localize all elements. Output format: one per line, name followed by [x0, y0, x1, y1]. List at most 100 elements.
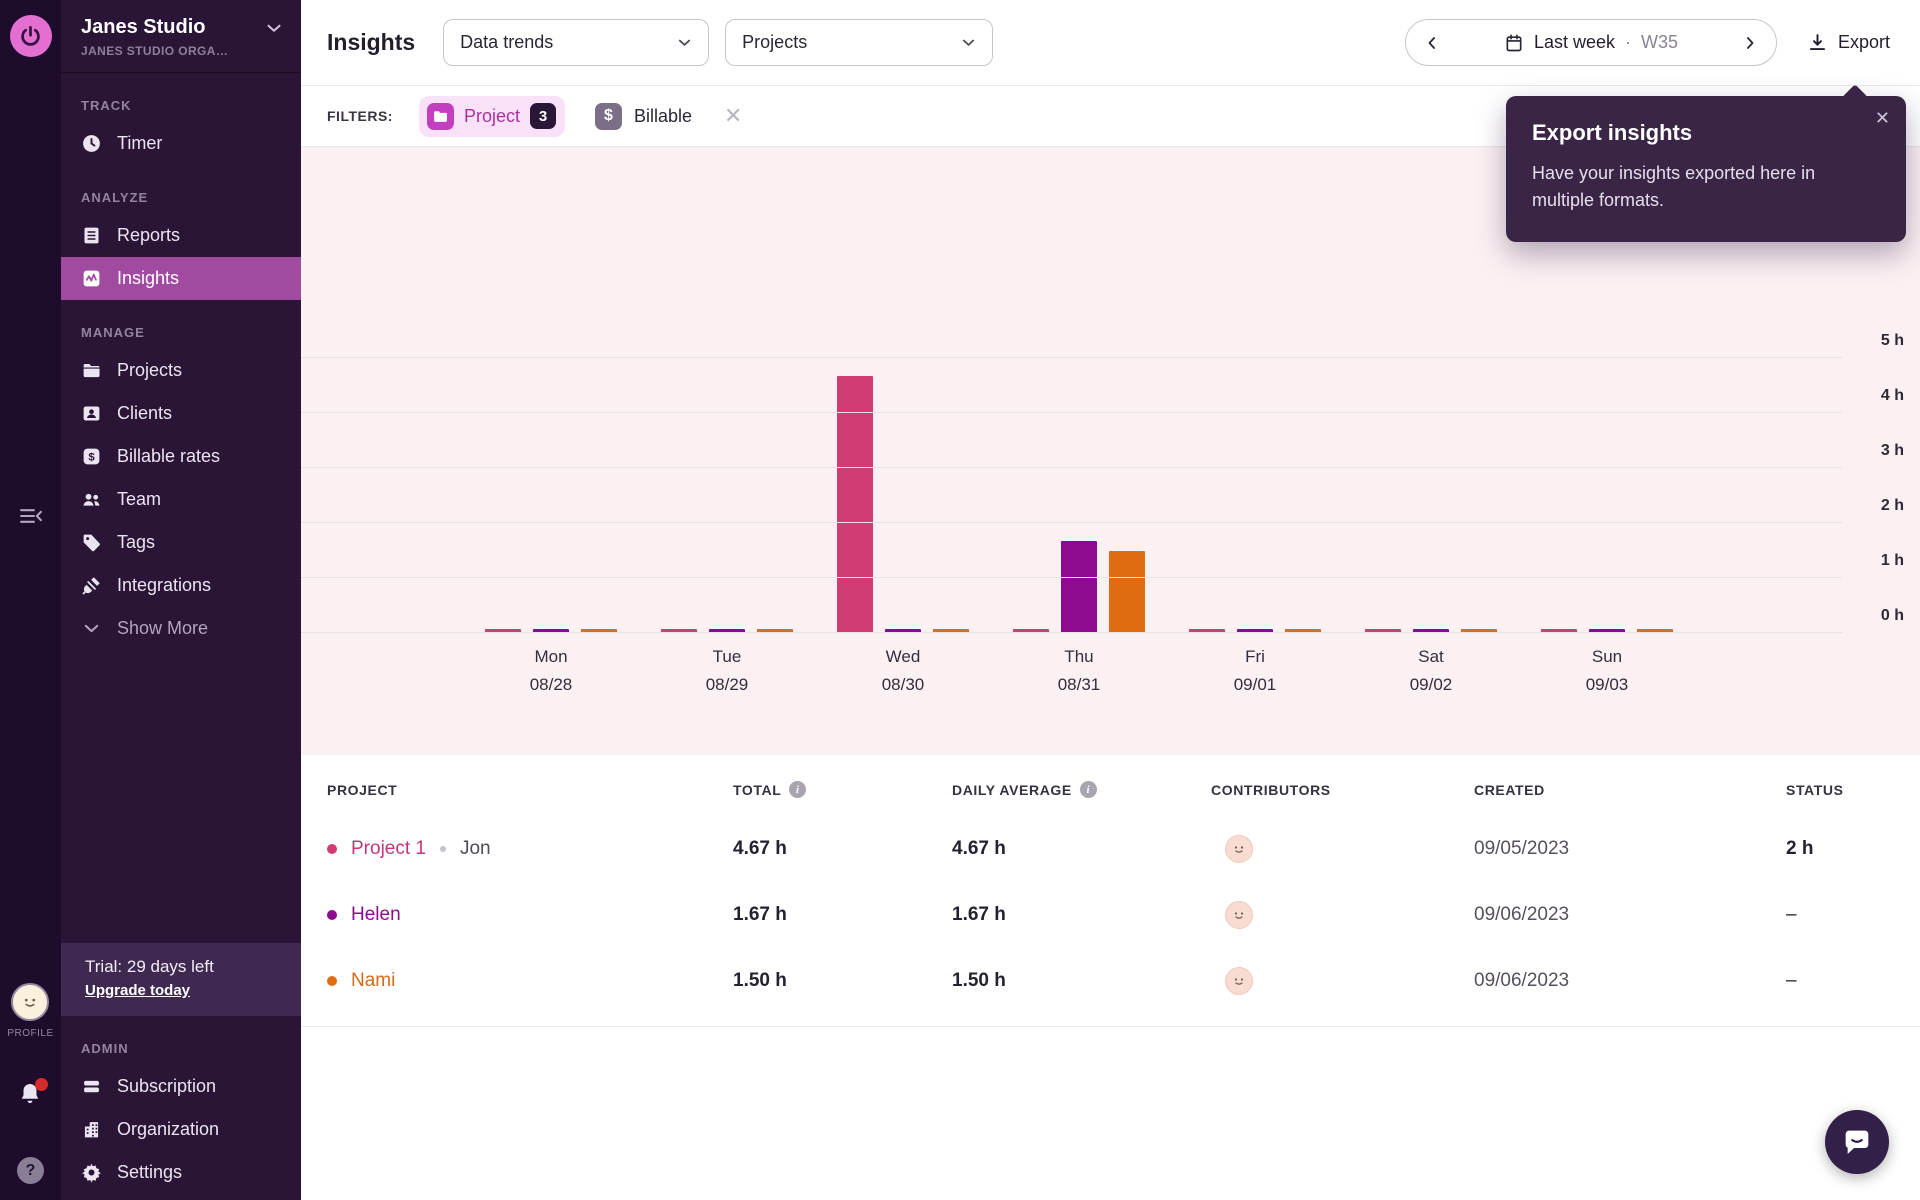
profile-avatar[interactable]	[11, 983, 50, 1021]
bar-nami-wed	[933, 629, 969, 633]
x-tick-label: Mon 08/28	[529, 647, 573, 694]
filter-chip-project[interactable]: Project 3	[418, 95, 565, 137]
sidebar-admin-items: Subscription Organization Settings	[61, 1065, 301, 1194]
column-label: STATUS	[1786, 781, 1844, 798]
cell-contributors	[1211, 901, 1474, 929]
reports-icon	[81, 225, 102, 246]
section-label-admin: ADMIN	[81, 1041, 129, 1056]
sidebar-item-tags[interactable]: Tags	[61, 521, 301, 564]
clear-filters-icon[interactable]: ✕	[724, 103, 743, 128]
cell-contributors	[1211, 967, 1474, 995]
folder-icon	[81, 360, 102, 381]
bar-helen-sat	[1413, 629, 1449, 633]
project-color-dot	[327, 844, 337, 854]
cell-status: 2 h	[1786, 838, 1814, 859]
bar-project-1-mon	[485, 629, 521, 633]
workspace-name: Janes Studio	[81, 16, 206, 38]
chart-day-group-tue: Tue 08/29	[639, 333, 815, 694]
trial-text: Trial: 29 days left	[85, 957, 214, 976]
column-label: DAILY AVERAGE	[952, 781, 1072, 798]
bar-helen-sun	[1589, 629, 1625, 633]
notifications-bell-icon[interactable]	[17, 1078, 49, 1107]
trial-banner: Trial: 29 days left Upgrade today	[61, 943, 301, 1016]
sidebar-item-subscription[interactable]: Subscription	[61, 1065, 301, 1108]
gridline	[301, 522, 1842, 523]
bar-project-1-sat	[1365, 629, 1401, 633]
filter-chip-count: 3	[530, 103, 556, 129]
svg-text:$: $	[88, 452, 95, 464]
cell-project: Project 1 Jon	[327, 838, 733, 860]
chat-button[interactable]	[1825, 1110, 1889, 1174]
table-row: Project 1 Jon 4.67 h 4.67 h 09/05/2023 2 h	[301, 816, 1920, 882]
gridline	[301, 632, 1842, 633]
filters-label: FILTERS:	[327, 108, 393, 124]
projects-dropdown[interactable]: Projects	[725, 19, 994, 66]
chart-day-group-sun: Sun 09/03	[1519, 333, 1695, 694]
dot-separator	[439, 846, 446, 852]
building-icon	[81, 1119, 102, 1140]
sidebar-item-label: Billable rates	[117, 446, 221, 466]
workspace-switcher[interactable]: Janes Studio JANES STUDIO ORGA…	[61, 0, 301, 73]
y-tick-label: 2 h	[1880, 497, 1904, 514]
sidebar-item-billable-rates[interactable]: $ Billable rates	[61, 435, 301, 478]
sidebar-item-label: Insights	[117, 268, 180, 288]
table-row: Nami 1.50 h 1.50 h 09/06/2023 –	[301, 948, 1920, 1014]
bar-nami-tue	[757, 629, 793, 633]
sidebar-item-label: Clients	[117, 403, 173, 423]
column-label: CONTRIBUTORS	[1211, 781, 1331, 798]
chart-day-group-fri: Fri 09/01	[1167, 333, 1343, 694]
sidebar-item-show-more[interactable]: Show More	[61, 607, 301, 650]
sidebar-item-reports[interactable]: Reports	[61, 214, 301, 257]
cell-daily-average: 1.50 h	[952, 970, 1006, 991]
column-header-daily-average: DAILY AVERAGE i	[952, 781, 1211, 798]
filter-chip-billable[interactable]: $ Billable	[595, 102, 692, 130]
collapse-sidebar-icon[interactable]	[17, 502, 45, 530]
cell-total: 4.67 h	[733, 838, 787, 859]
date-range-label[interactable]: Last week · W35	[1442, 32, 1740, 53]
cell-project: Nami	[327, 970, 733, 992]
column-header-total: TOTAL i	[733, 781, 952, 798]
bar-nami-sun	[1637, 629, 1673, 633]
project-name[interactable]: Helen	[351, 904, 401, 925]
upgrade-link[interactable]: Upgrade today	[85, 982, 191, 999]
contributor-avatar	[1225, 835, 1253, 863]
project-name[interactable]: Project 1	[351, 838, 426, 859]
profile-label: PROFILE	[7, 1028, 54, 1039]
bar-nami-mon	[581, 629, 617, 633]
sidebar: Janes Studio JANES STUDIO ORGA… TRACK Tim…	[61, 0, 301, 1200]
app-logo[interactable]	[9, 15, 52, 57]
sidebar-item-integrations[interactable]: Integrations	[61, 564, 301, 607]
cell-created: 09/06/2023	[1474, 970, 1570, 991]
table-row: Helen 1.67 h 1.67 h 09/06/2023 –	[301, 882, 1920, 948]
chevron-down-icon	[959, 33, 978, 52]
column-label: PROJECT	[327, 781, 398, 798]
column-header-created: CREATED	[1474, 782, 1786, 798]
bar-helen-tue	[709, 629, 745, 633]
project-name[interactable]: Nami	[351, 970, 396, 991]
sidebar-item-insights[interactable]: Insights	[61, 257, 301, 300]
cell-status: –	[1786, 970, 1797, 991]
sidebar-item-team[interactable]: Team	[61, 478, 301, 521]
table-body: Project 1 Jon 4.67 h 4.67 h 09/05/2023 2 h Hel…	[301, 816, 1920, 1027]
organization-name: JANES STUDIO ORGA…	[81, 44, 229, 58]
info-icon[interactable]: i	[789, 781, 807, 798]
sidebar-item-organization[interactable]: Organization	[61, 1108, 301, 1151]
sidebar-item-label: Reports	[117, 225, 181, 245]
data-trends-dropdown[interactable]: Data trends	[443, 19, 710, 66]
sidebar-item-projects[interactable]: Projects	[61, 349, 301, 392]
gridline	[301, 577, 1842, 578]
close-icon[interactable]: ✕	[1874, 108, 1890, 128]
sidebar-item-timer[interactable]: Timer	[61, 122, 301, 165]
help-icon[interactable]: ?	[16, 1157, 44, 1184]
filter-chips: Project 3 $ Billable	[418, 95, 692, 137]
chevron-left-icon[interactable]	[1422, 33, 1442, 53]
clients-icon	[81, 403, 102, 424]
sidebar-item-clients[interactable]: Clients	[61, 392, 301, 435]
cell-daily-average: 1.67 h	[952, 904, 1006, 925]
export-insights-tooltip: ✕ Export insights Have your insights exp…	[1506, 84, 1906, 242]
chevron-right-icon[interactable]	[1740, 33, 1760, 53]
sidebar-item-settings[interactable]: Settings	[61, 1151, 301, 1194]
export-button[interactable]: Export	[1807, 32, 1890, 53]
info-icon[interactable]: i	[1079, 781, 1097, 798]
bar-project-1-tue	[661, 629, 697, 633]
